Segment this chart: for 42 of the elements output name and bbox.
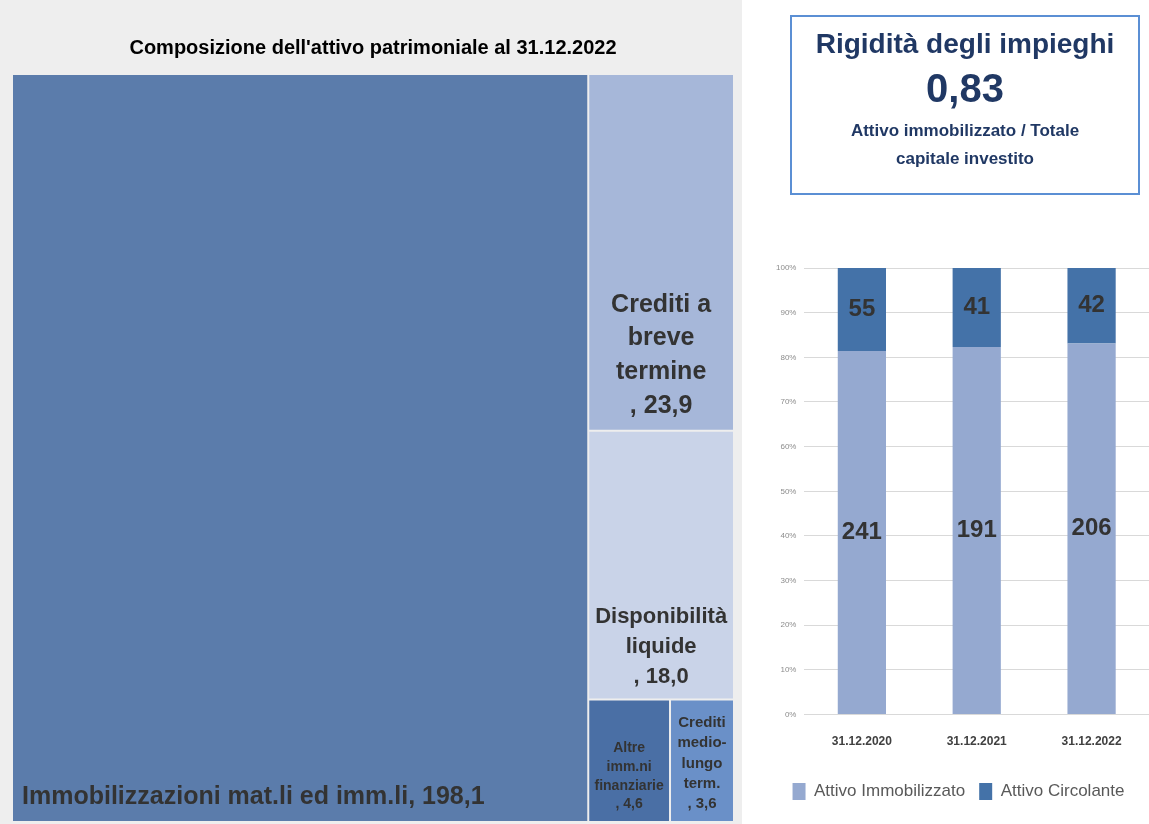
annotation: 41 <box>963 292 991 320</box>
y-tick-label: 30% <box>780 575 797 585</box>
annotation: 206 <box>1071 513 1112 541</box>
data-label: , 198,1 <box>408 781 485 810</box>
y-tick-label: 0% <box>784 709 797 719</box>
data-label: , 23,9 <box>629 389 693 418</box>
y-tick-label: 50% <box>780 486 797 496</box>
category-label: Crediti a breve termine <box>611 288 713 385</box>
y-tick-label: 40% <box>780 531 797 541</box>
bar <box>1067 268 1116 344</box>
text: 0,83 <box>925 66 1005 111</box>
legend-label: Attivo Immobilizzato <box>814 781 966 801</box>
data-label: , 4,6 <box>615 795 643 812</box>
bar <box>952 347 1001 715</box>
y-tick-label: 80% <box>780 352 797 362</box>
x-tick-label: 31.12.2022 <box>1061 734 1122 749</box>
bar <box>837 268 886 352</box>
y-tick-label: 90% <box>780 307 797 317</box>
category-label: Disponibilità liquide <box>595 603 728 659</box>
annotation: 55 <box>848 294 876 322</box>
x-tick-label: 31.12.2020 <box>831 734 893 749</box>
y-tick-label: 70% <box>780 397 797 407</box>
y-tick-label: 20% <box>780 620 797 630</box>
data-label: , 3,6 <box>687 794 717 812</box>
annotation: 241 <box>841 517 882 545</box>
bar <box>1067 343 1116 715</box>
y-tick-label: 60% <box>780 441 797 451</box>
bar <box>952 268 1001 348</box>
annotation: 42 <box>1078 290 1105 318</box>
text: Attivo immobilizzato / Totale capitale investito <box>849 120 1081 170</box>
data-label: , 18,0 <box>633 662 689 688</box>
text: Composizione dell'attivo patrimoniale al 31.12.2022 <box>129 35 617 58</box>
category-label: Crediti medio-lungo term. <box>677 713 727 791</box>
y-tick-label: 100% <box>775 263 797 273</box>
category-label: Immobilizzazioni mat.li ed imm.li <box>22 781 409 810</box>
text: Rigidità degli impieghi <box>814 28 1116 60</box>
x-tick-label: 31.12.2021 <box>946 734 1008 749</box>
legend-label: Attivo Circolante <box>1000 781 1125 801</box>
annotation: 191 <box>956 515 997 543</box>
bar <box>837 351 886 715</box>
category-label: Altre imm.ni finanziarie <box>594 738 664 793</box>
y-tick-label: 10% <box>780 665 797 675</box>
